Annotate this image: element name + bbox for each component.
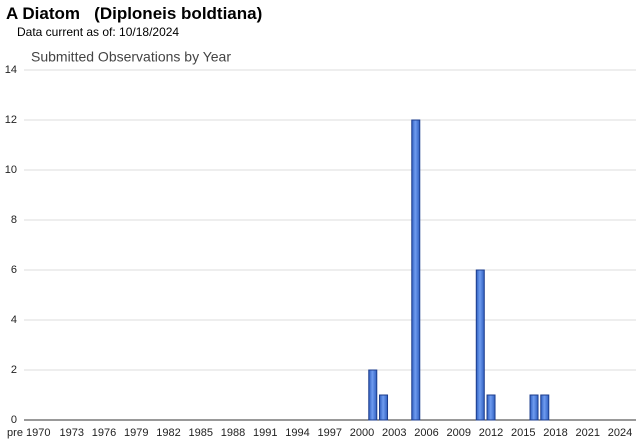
bar [540, 394, 550, 421]
bar [411, 119, 421, 421]
x-tick-label: 2006 [414, 427, 438, 439]
y-tick-label: 12 [5, 114, 17, 126]
bar [379, 394, 389, 421]
page-title: A Diatom (Diploneis boldtiana) [6, 4, 263, 23]
x-tick-label: 2018 [543, 427, 567, 439]
x-tick-label: 2000 [350, 427, 374, 439]
page-subtitle: Data current as of: 10/18/2024 [17, 25, 180, 39]
y-tick-label: 8 [11, 214, 17, 226]
x-tick-label: 2024 [608, 427, 632, 439]
y-tick-label: 4 [11, 314, 17, 326]
bar [486, 394, 496, 421]
y-tick-label: 0 [11, 414, 17, 426]
y-tick-label: 2 [11, 364, 17, 376]
x-tick-label: 1982 [156, 427, 180, 439]
x-tick-label: 1994 [285, 427, 309, 439]
x-tick-label: 1991 [253, 427, 277, 439]
bar [475, 269, 485, 421]
x-tick-label: 2003 [382, 427, 406, 439]
y-tick-label: 10 [5, 164, 17, 176]
bar [529, 394, 539, 421]
y-tick-label: 14 [5, 64, 17, 76]
x-tick-label: 2012 [479, 427, 503, 439]
x-tick-label: 1976 [92, 427, 116, 439]
x-tick-label: 1988 [221, 427, 245, 439]
x-tick-label: 2015 [511, 427, 535, 439]
x-tick-label: 1997 [318, 427, 342, 439]
x-tick-label: pre 1970 [7, 427, 50, 439]
x-tick-label: 2021 [576, 427, 600, 439]
x-tick-label: 1985 [189, 427, 213, 439]
chart-title: Submitted Observations by Year [31, 49, 231, 65]
x-tick-label: 1979 [124, 427, 148, 439]
x-tick-label: 1973 [60, 427, 84, 439]
x-tick-label: 2009 [447, 427, 471, 439]
bar [368, 369, 378, 421]
y-tick-label: 6 [11, 264, 17, 276]
